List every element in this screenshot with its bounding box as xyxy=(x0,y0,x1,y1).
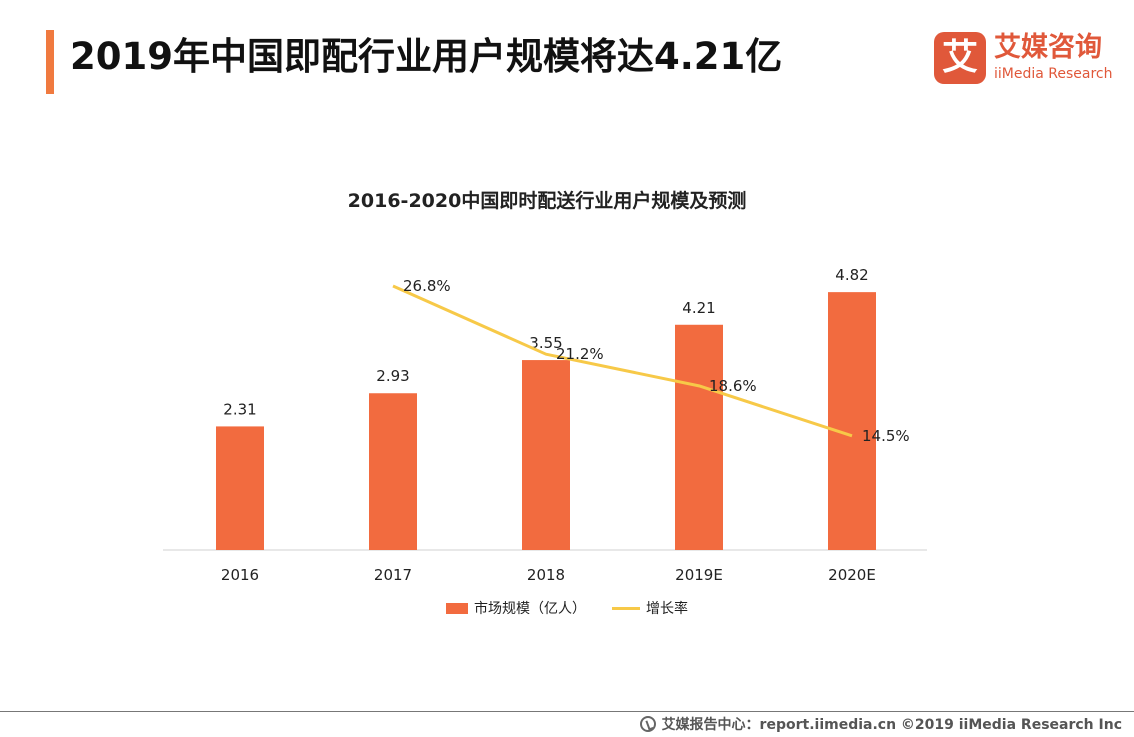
footer: 艾媒报告中心：report.iimedia.cn ©2019 iiMedia R… xyxy=(639,714,1122,734)
x-tick-label: 2017 xyxy=(374,566,412,584)
legend-label-line: 增长率 xyxy=(646,601,688,617)
legend-item-line: 增长率 xyxy=(612,598,688,618)
bar xyxy=(675,324,723,550)
chart-title: 2016-2020中国即时配送行业用户规模及预测 xyxy=(347,190,747,212)
logo-icon: 艾 xyxy=(934,32,986,84)
x-tick-label: 2020E xyxy=(828,566,876,584)
legend-item-bar: 市场规模（亿人） xyxy=(446,598,586,618)
footer-text: 艾媒报告中心：report.iimedia.cn ©2019 iiMedia R… xyxy=(661,717,1122,733)
chart-legend: 市场规模（亿人） 增长率 xyxy=(0,598,1134,618)
legend-swatch-bar xyxy=(446,602,468,614)
brand-logo: 艾 艾媒咨询 iiMedia Research xyxy=(934,32,1114,86)
logo-name-cn: 艾媒咨询 xyxy=(994,32,1102,63)
title-accent-bar xyxy=(46,30,54,94)
x-tick-label: 2016 xyxy=(221,566,259,584)
bar-value-label: 3.55 xyxy=(529,334,562,352)
legend-label-bar: 市场规模（亿人） xyxy=(474,601,586,617)
line-value-label: 18.6% xyxy=(709,377,757,395)
bar-value-label: 4.21 xyxy=(682,299,715,317)
compass-icon xyxy=(639,716,656,732)
bar-value-label: 4.82 xyxy=(835,266,868,284)
line-value-label: 21.2% xyxy=(556,345,604,363)
bar xyxy=(522,360,570,550)
growth-rate-line xyxy=(392,284,853,438)
legend-swatch-line xyxy=(612,606,640,610)
bar xyxy=(216,426,264,550)
line-value-label: 26.8% xyxy=(403,277,451,295)
bar-value-label: 2.31 xyxy=(223,400,256,418)
page-title: 2019年中国即配行业用户规模将达4.21亿 xyxy=(70,35,783,78)
footer-divider xyxy=(0,711,1134,712)
line-value-label: 14.5% xyxy=(862,427,910,445)
x-tick-label: 2019E xyxy=(675,566,723,584)
x-tick-label: 2018 xyxy=(527,566,565,584)
bar xyxy=(369,393,417,550)
logo-name-en: iiMedia Research xyxy=(994,66,1113,82)
bar xyxy=(828,292,876,550)
bar-value-label: 2.93 xyxy=(376,367,409,385)
